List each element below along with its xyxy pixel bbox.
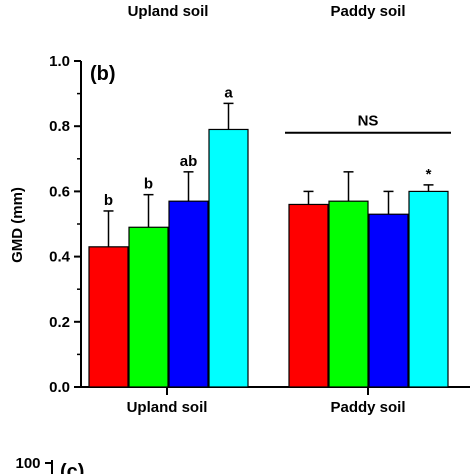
significance-label: * <box>426 166 432 183</box>
significance-label: b <box>104 192 113 209</box>
bar <box>208 128 249 388</box>
significance-label: ab <box>180 153 198 170</box>
significance-label: b <box>144 176 153 193</box>
ns-annotation: NS <box>358 113 379 130</box>
bar <box>328 200 369 388</box>
x-category-label-upland: Upland soil <box>127 399 208 416</box>
y-tick-label: 0.4 <box>49 249 71 266</box>
bars <box>88 128 449 388</box>
bar <box>288 203 329 388</box>
bar <box>408 190 449 388</box>
y-tick-label: 0.2 <box>49 314 70 331</box>
y-tick-label: 1.0 <box>49 53 70 70</box>
panel-label: (b) <box>90 63 116 85</box>
error-bars <box>103 102 434 247</box>
y-tick-label: 0.8 <box>49 118 70 135</box>
bar <box>168 200 209 388</box>
y-axis-label: GMD (mm) <box>9 187 26 263</box>
y-tick-label: 0.6 <box>49 183 70 200</box>
x-ticks <box>166 387 369 395</box>
significance-labels: b b ab a * <box>104 84 432 209</box>
y-tick-label: 0.0 <box>49 379 70 396</box>
next-panel-tick-label: 100 <box>15 455 40 472</box>
bar <box>128 226 169 388</box>
cutoff-group-label-upland: Upland soil <box>128 3 209 20</box>
bar <box>368 213 409 388</box>
bar <box>88 246 129 388</box>
next-panel-label: (c) <box>60 461 84 474</box>
cutoff-group-label-paddy: Paddy soil <box>330 3 405 20</box>
x-category-label-paddy: Paddy soil <box>330 399 405 416</box>
significance-label: a <box>224 84 233 101</box>
y-ticks: 0.0 0.2 0.4 0.6 0.8 1.0 <box>49 53 81 396</box>
